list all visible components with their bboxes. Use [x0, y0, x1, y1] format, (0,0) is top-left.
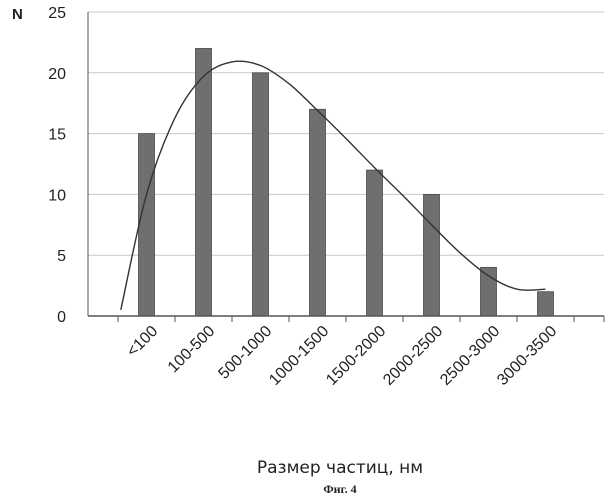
grid-layer [88, 12, 604, 255]
y-axis-label: N [12, 6, 23, 23]
x-tick-label: 100-500 [165, 323, 219, 377]
x-tick-label: <100 [124, 323, 162, 361]
x-tick-label: 2000-2500 [380, 323, 446, 389]
bar [196, 48, 212, 316]
x-tick-label: 2500-3000 [437, 323, 503, 389]
bar [139, 134, 155, 316]
x-axis-label: Размер частиц, нм [257, 458, 423, 478]
x-tick-label: 3000-3500 [494, 323, 560, 389]
y-tick-label: 15 [48, 127, 66, 144]
bar [424, 194, 440, 316]
bar [253, 73, 269, 316]
x-tick-label: 1500-2000 [323, 323, 389, 389]
bar [481, 267, 497, 316]
y-tick-label: 0 [57, 309, 66, 326]
x-tick-labels: <100100-500500-10001000-15001500-2000200… [124, 323, 561, 389]
x-tick-label: 1000-1500 [266, 323, 332, 389]
bar [367, 170, 383, 316]
y-tick-label: 20 [48, 66, 66, 83]
bar-layer [139, 48, 554, 316]
y-tick-labels: 0 5 10 15 20 25 [48, 5, 66, 326]
y-tick-label: 25 [48, 5, 66, 22]
figure-caption: Фиг. 4 [323, 482, 356, 496]
axis-layer [88, 12, 604, 322]
bar [310, 109, 326, 316]
y-tick-label: 10 [48, 187, 66, 204]
x-tick-label: 500-1000 [215, 323, 275, 383]
y-tick-label: 5 [57, 248, 66, 265]
bar [538, 292, 554, 316]
